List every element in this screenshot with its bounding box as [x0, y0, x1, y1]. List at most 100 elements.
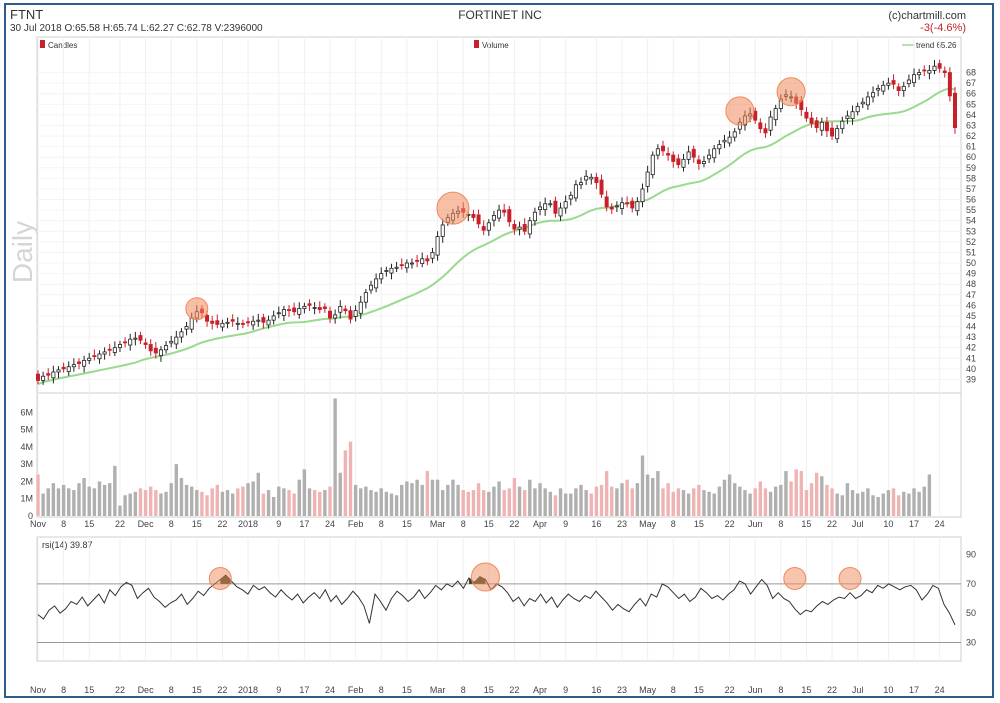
candle-body — [691, 148, 696, 158]
candle-body — [164, 345, 169, 351]
volume-bar — [502, 490, 506, 516]
volume-bar — [610, 486, 614, 516]
volume-bar — [72, 490, 76, 516]
volume-bar — [563, 493, 568, 516]
volume-bar — [97, 481, 102, 516]
rsi-tick-label: 50 — [966, 608, 976, 618]
candle-body — [384, 270, 389, 272]
x-tick-label: 15 — [402, 519, 412, 529]
volume-bar — [282, 488, 286, 516]
price-tick-label: 68 — [966, 68, 976, 78]
candle-body — [107, 348, 112, 351]
candle-body — [722, 139, 727, 143]
volume-bar — [51, 483, 56, 516]
volume-bar — [133, 491, 138, 516]
price-tick-label: 60 — [966, 152, 976, 162]
candle-body — [609, 206, 614, 210]
candle-body — [932, 65, 937, 71]
candle-body — [548, 203, 553, 206]
volume-bar — [789, 481, 793, 516]
candle-body — [138, 335, 143, 341]
volume-bar — [574, 488, 578, 516]
candles-legend-label: Candles — [48, 41, 77, 50]
volume-bar — [271, 496, 276, 516]
candle-body — [645, 171, 650, 187]
candle-body — [333, 314, 338, 319]
volume-bar — [579, 484, 583, 516]
volume-bar — [328, 486, 332, 516]
volume-bar — [41, 493, 45, 516]
price-highlight-circle — [185, 297, 209, 321]
volume-bar — [471, 490, 476, 516]
candle-body — [686, 151, 691, 160]
candle-body — [881, 84, 886, 92]
volume-bar — [891, 488, 896, 516]
volume-bar — [861, 491, 865, 516]
candle-body — [368, 284, 373, 291]
volume-bar — [82, 477, 86, 516]
volume-bar — [604, 471, 609, 516]
price-tick-label: 43 — [966, 332, 976, 342]
volume-bar — [318, 491, 322, 516]
volume-bar — [374, 491, 378, 516]
volume-bar — [886, 490, 891, 516]
price-highlight-circle — [776, 77, 806, 107]
volume-bar — [594, 486, 599, 516]
candle-body — [287, 309, 292, 312]
volume-bar — [707, 491, 711, 516]
volume-bar — [845, 483, 850, 516]
candle-body — [56, 369, 61, 373]
candle-body — [102, 351, 107, 355]
candle-body — [717, 144, 722, 150]
volume-bar — [184, 484, 189, 516]
volume-bar — [538, 483, 542, 516]
candle-body — [584, 175, 589, 181]
candle-body — [732, 131, 737, 138]
trend-ma-line — [37, 87, 956, 386]
x-tick-label: 17 — [909, 685, 919, 695]
volume-bar — [820, 476, 824, 516]
x-tick-label: 24 — [935, 519, 945, 529]
candle-body — [553, 200, 558, 214]
volume-bar — [256, 472, 260, 516]
candle-body — [481, 226, 486, 231]
volume-bar — [430, 479, 435, 516]
x-tick-label: 17 — [299, 685, 309, 695]
volume-bar — [261, 493, 266, 516]
volume-bar — [225, 490, 230, 516]
volume-bar — [917, 491, 921, 516]
candle-body — [41, 375, 46, 381]
candle-body — [768, 116, 773, 131]
x-tick-label: 15 — [84, 519, 94, 529]
x-tick-label: 2018 — [238, 519, 258, 529]
candle-body — [97, 353, 102, 360]
volume-bar — [661, 488, 665, 516]
x-tick-label: May — [639, 519, 657, 529]
x-tick-label: 2018 — [238, 685, 258, 695]
volume-bar — [348, 441, 353, 516]
price-tick-label: 64 — [966, 110, 976, 120]
volume-bar — [702, 490, 706, 516]
candle-body — [707, 154, 712, 160]
volume-bar — [876, 496, 880, 516]
candle-body — [912, 74, 917, 84]
candle-body — [855, 106, 860, 113]
volume-bar — [420, 484, 424, 516]
volume-bar — [727, 474, 732, 516]
volume-bar — [651, 477, 655, 516]
price-tick-label: 53 — [966, 226, 976, 236]
candle-body — [804, 111, 809, 119]
volume-bar — [113, 465, 117, 516]
x-tick-label: 22 — [217, 519, 227, 529]
candle-body — [840, 120, 845, 130]
x-tick-label: 8 — [169, 519, 174, 529]
candle-body — [348, 310, 353, 320]
price-tick-label: 58 — [966, 173, 976, 183]
candle-body — [374, 278, 379, 289]
volume-bar — [241, 486, 245, 516]
candle-body — [225, 321, 230, 324]
volume-bar — [466, 491, 471, 516]
candle-body — [502, 209, 507, 213]
x-tick-label: 16 — [591, 519, 601, 529]
candle-body — [625, 202, 630, 205]
